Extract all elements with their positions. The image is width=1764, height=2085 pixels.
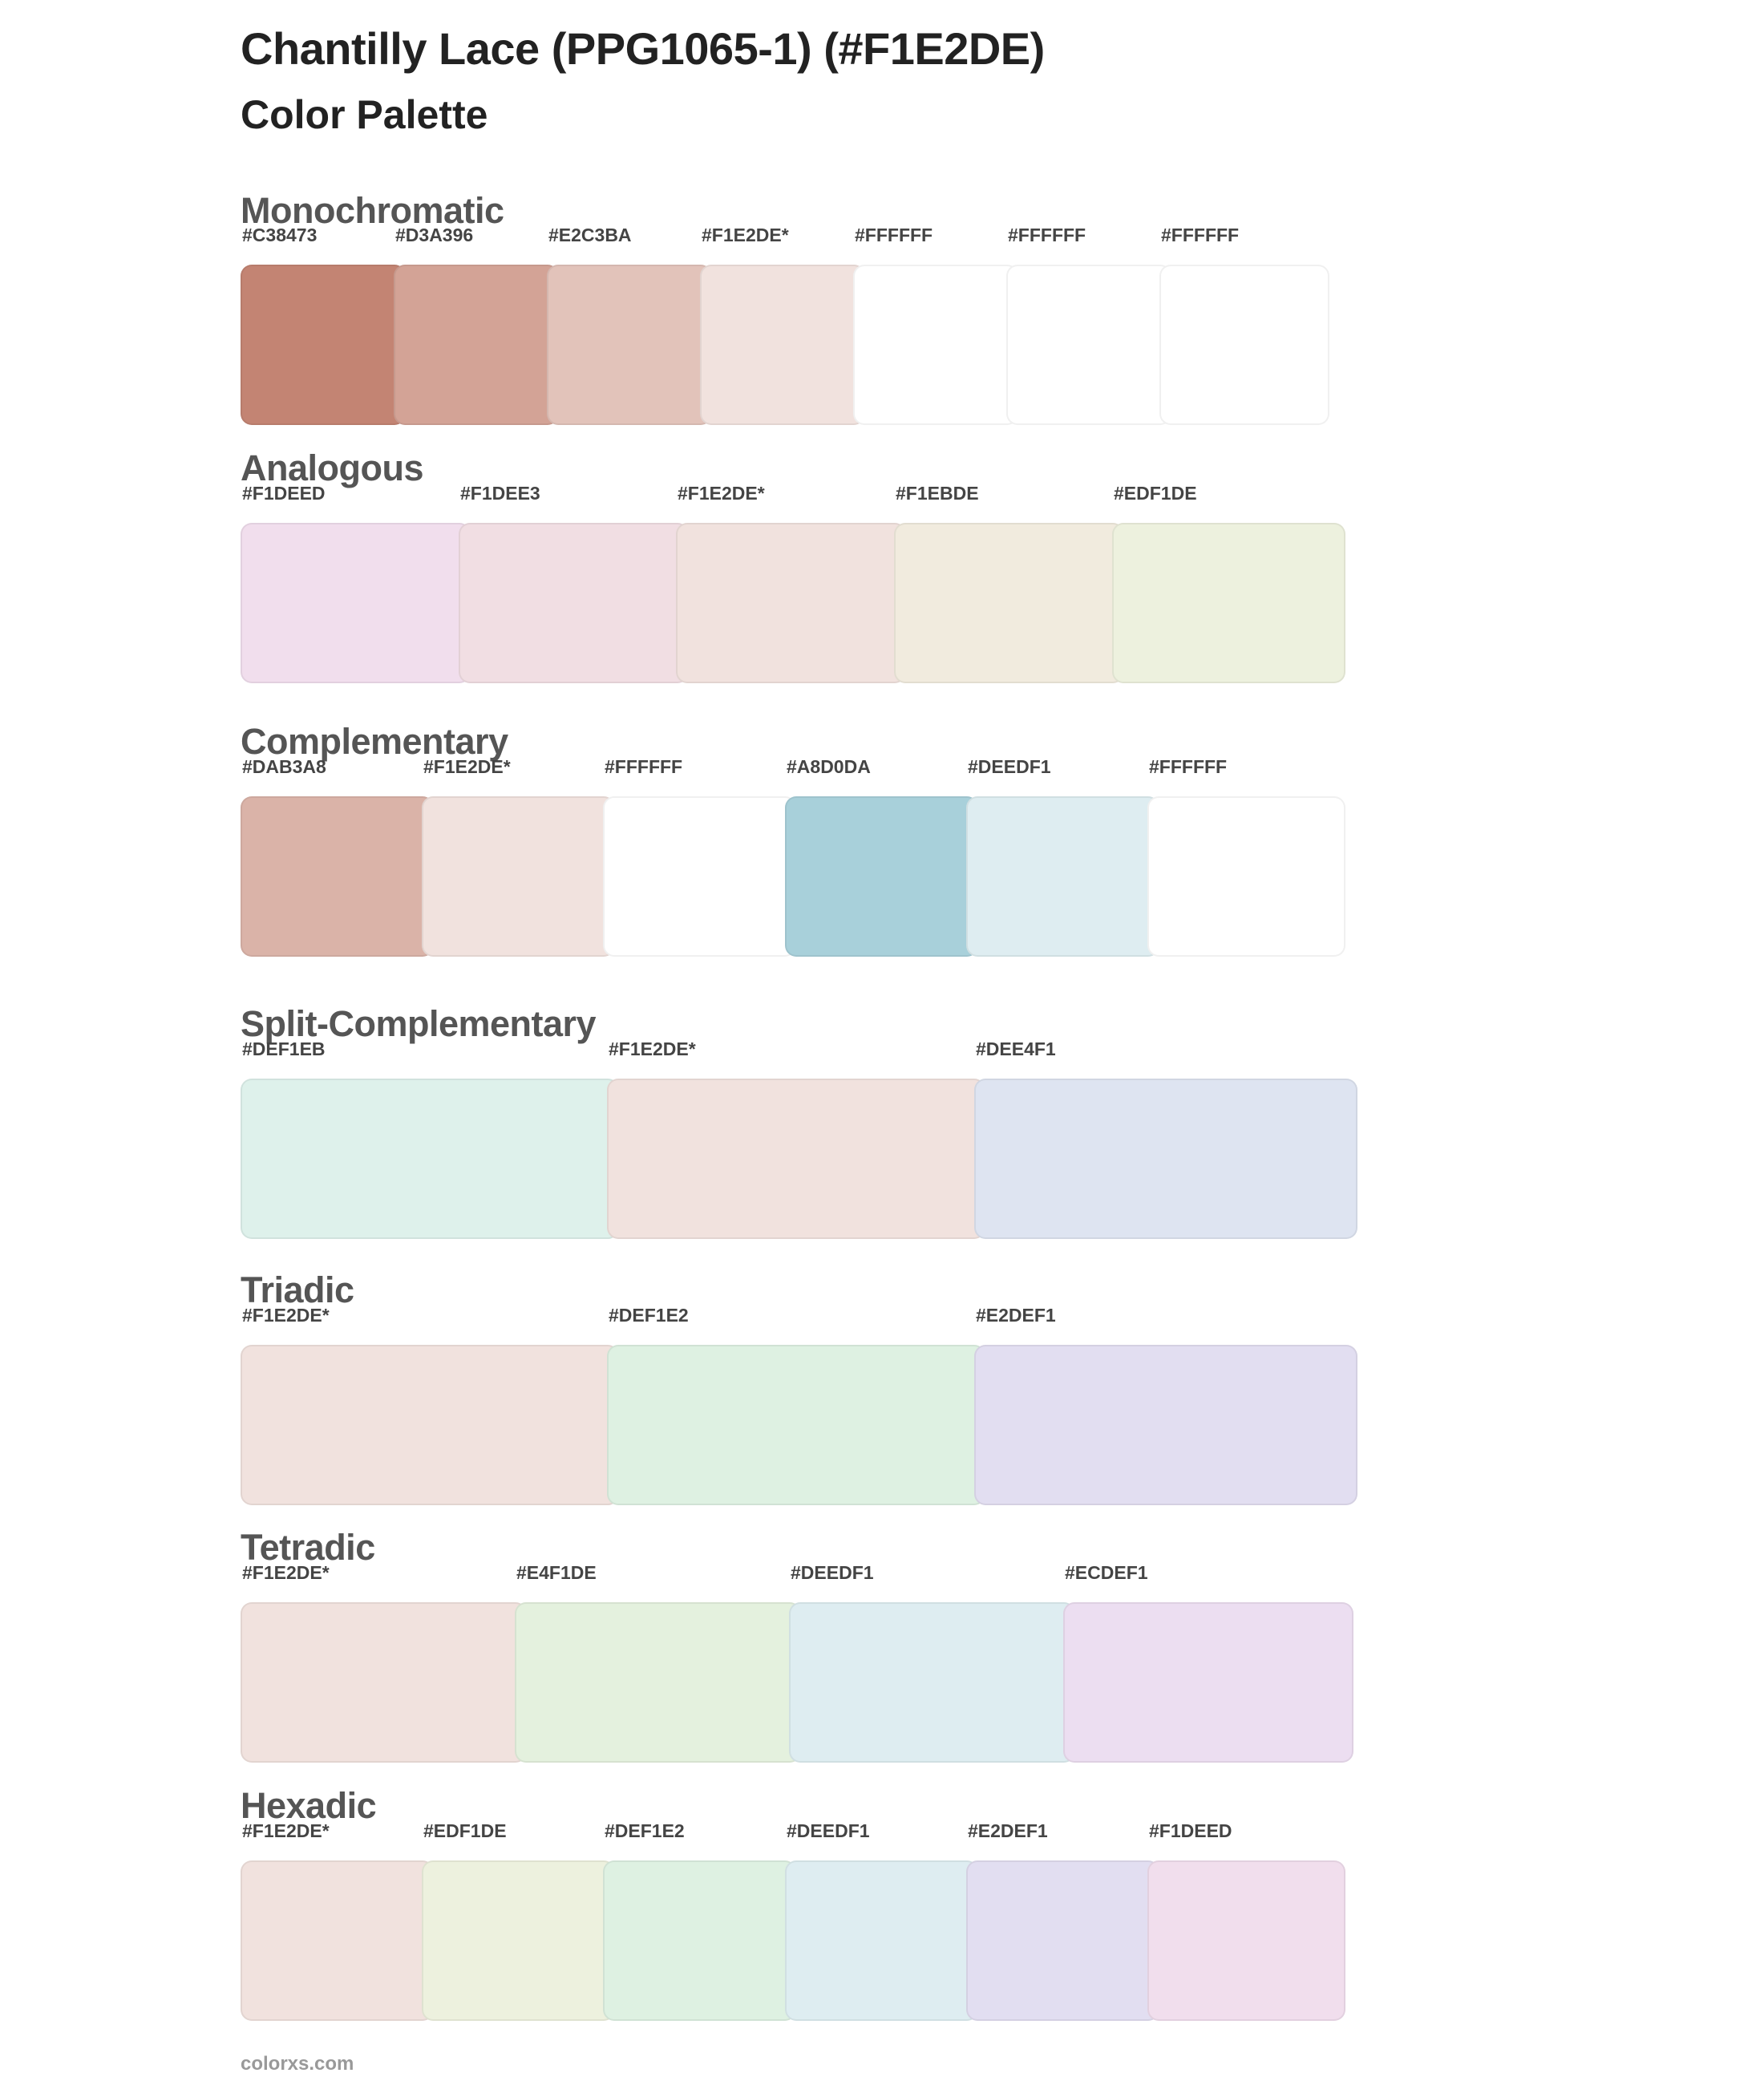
color-swatch[interactable]: #F1E2DE*: [241, 1562, 527, 1763]
color-swatch[interactable]: #DEF1E2: [607, 1305, 985, 1505]
swatch-hex-label: #DEF1EB: [242, 1038, 326, 1059]
color-swatch[interactable]: #A8D0DA: [785, 756, 978, 957]
color-swatch[interactable]: #EDF1DE: [422, 1820, 615, 2021]
section-heading: Complementary: [241, 721, 508, 762]
site-footer-link[interactable]: colorxs.com: [241, 2053, 354, 2075]
swatch-hex-label: #A8D0DA: [787, 756, 871, 777]
color-swatch[interactable]: #F1DEE3: [459, 483, 689, 683]
color-swatch[interactable]: #C38473: [241, 225, 406, 425]
swatch-hex-label: #F1EBDE: [896, 483, 979, 504]
section-heading: Split-Complementary: [241, 1003, 597, 1044]
color-swatch[interactable]: #ECDEF1: [1063, 1562, 1353, 1763]
swatch-hex-label: #F1DEE3: [460, 483, 540, 504]
swatch-hex-label: #FFFFFF: [1008, 225, 1086, 245]
swatch-hex-label: #E4F1DE: [516, 1562, 597, 1583]
color-swatch[interactable]: #FFFFFF: [1159, 225, 1329, 425]
color-swatch[interactable]: #DEEDF1: [966, 756, 1159, 957]
color-swatch[interactable]: #FFFFFF: [1006, 225, 1171, 425]
section-heading: Tetradic: [241, 1527, 375, 1568]
color-swatch[interactable]: #F1E2DE*: [241, 1820, 434, 2021]
color-swatch[interactable]: #F1DEED: [241, 483, 471, 683]
swatch-hex-label: #FFFFFF: [1149, 756, 1228, 777]
page-subtitle: Color Palette: [241, 92, 488, 137]
swatch-hex-label: #F1E2DE*: [242, 1820, 330, 1841]
swatch-hex-label: #DEEDF1: [791, 1562, 874, 1583]
color-swatch[interactable]: #F1E2DE*: [607, 1038, 985, 1239]
color-swatch[interactable]: #D3A396: [394, 225, 559, 425]
color-swatch[interactable]: #F1EBDE: [894, 483, 1124, 683]
swatch-hex-label: #EDF1DE: [1114, 483, 1197, 504]
swatch-hex-label: #F1DEED: [1149, 1820, 1232, 1841]
color-swatch[interactable]: #DEF1EB: [241, 1038, 619, 1239]
swatch-hex-label: #DEEDF1: [968, 756, 1051, 777]
color-swatch[interactable]: #E2DEF1: [966, 1820, 1159, 2021]
swatch-hex-label: #E2DEF1: [968, 1820, 1048, 1841]
swatch-hex-label: #EDF1DE: [423, 1820, 507, 1841]
swatch-hex-label: #F1E2DE*: [702, 225, 789, 245]
swatch-hex-label: #DEF1E2: [605, 1820, 685, 1841]
color-swatch[interactable]: #DEE4F1: [974, 1038, 1357, 1239]
color-swatch[interactable]: #DEEDF1: [789, 1562, 1075, 1763]
color-swatch[interactable]: #E2DEF1: [974, 1305, 1357, 1505]
color-swatch[interactable]: #F1E2DE*: [700, 225, 865, 425]
swatch-hex-label: #DEEDF1: [787, 1820, 870, 1841]
color-swatch[interactable]: #DEF1E2: [603, 1820, 796, 2021]
section-heading: Triadic: [241, 1269, 354, 1310]
color-swatch[interactable]: #E4F1DE: [515, 1562, 801, 1763]
swatch-hex-label: #F1E2DE*: [242, 1305, 330, 1326]
color-swatch[interactable]: #DEEDF1: [785, 1820, 978, 2021]
color-swatch[interactable]: #E2C3BA: [547, 225, 712, 425]
swatch-hex-label: #F1E2DE*: [678, 483, 765, 504]
color-swatch[interactable]: #F1DEED: [1147, 1820, 1345, 2021]
color-swatch[interactable]: #F1E2DE*: [241, 1305, 619, 1505]
swatch-hex-label: #F1E2DE*: [242, 1562, 330, 1583]
page-title: Chantilly Lace (PPG1065-1) (#F1E2DE): [241, 23, 1045, 74]
swatch-hex-label: #C38473: [242, 225, 318, 245]
color-swatch[interactable]: #F1E2DE*: [676, 483, 906, 683]
swatch-hex-label: #F1DEED: [242, 483, 326, 504]
color-swatch[interactable]: #FFFFFF: [853, 225, 1018, 425]
swatch-hex-label: #DEE4F1: [976, 1038, 1056, 1059]
swatch-hex-label: #E2DEF1: [976, 1305, 1056, 1326]
swatch-hex-label: #DEF1E2: [609, 1305, 689, 1326]
color-swatch[interactable]: #FFFFFF: [603, 756, 796, 957]
swatch-hex-label: #D3A396: [395, 225, 474, 245]
swatch-hex-label: #DAB3A8: [242, 756, 326, 777]
section-heading: Monochromatic: [241, 190, 504, 231]
color-swatch[interactable]: #DAB3A8: [241, 756, 434, 957]
swatch-hex-label: #FFFFFF: [1161, 225, 1240, 245]
color-swatch[interactable]: #FFFFFF: [1147, 756, 1345, 957]
color-swatch[interactable]: #EDF1DE: [1112, 483, 1345, 683]
swatch-hex-label: #F1E2DE*: [423, 756, 511, 777]
color-swatch[interactable]: #F1E2DE*: [422, 756, 615, 957]
section-heading: Analogous: [241, 447, 424, 488]
swatch-hex-label: #FFFFFF: [605, 756, 683, 777]
swatch-hex-label: #E2C3BA: [548, 225, 632, 245]
swatch-hex-label: #F1E2DE*: [609, 1038, 696, 1059]
swatch-hex-label: #ECDEF1: [1065, 1562, 1148, 1583]
section-heading: Hexadic: [241, 1785, 377, 1826]
swatch-hex-label: #FFFFFF: [855, 225, 933, 245]
